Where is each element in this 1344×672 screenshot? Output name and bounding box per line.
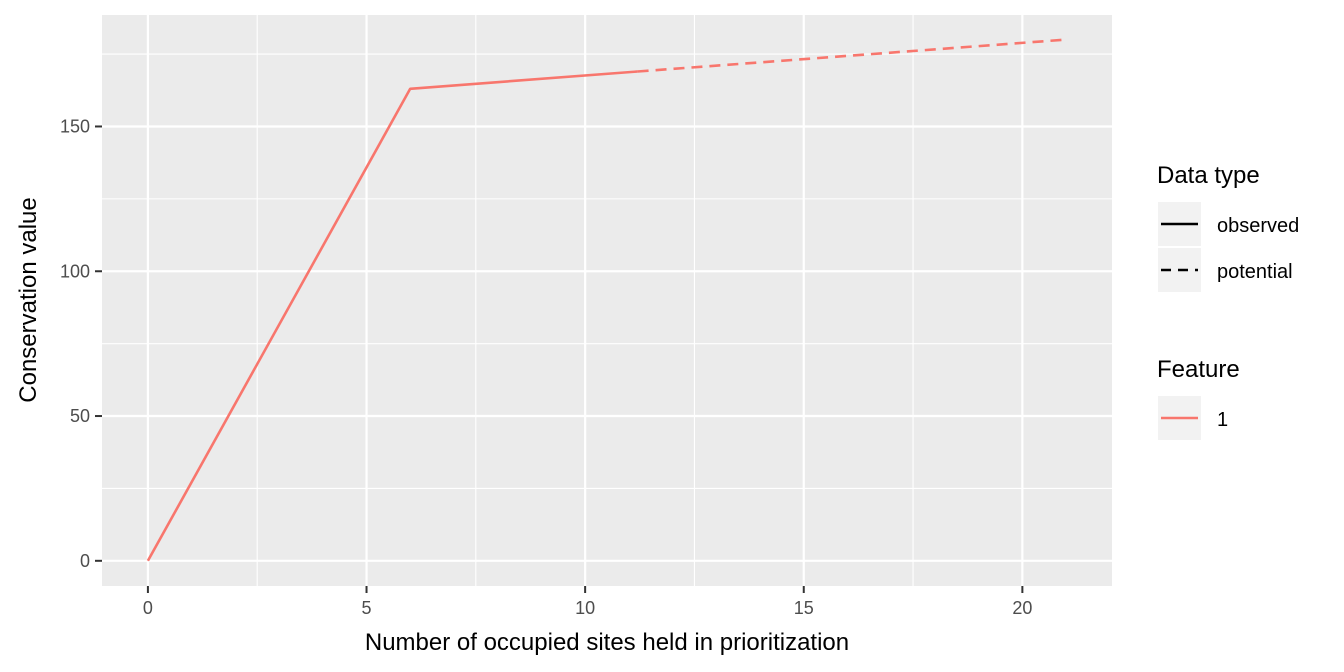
- x-tick-label: 10: [575, 598, 595, 618]
- legend-title: Data type: [1157, 162, 1260, 189]
- x-tick-label: 20: [1012, 598, 1032, 618]
- minor-gridlines: [102, 15, 1112, 586]
- y-tick-label: 100: [60, 261, 90, 281]
- series-layer: [146, 38, 1067, 562]
- x-tick-label: 15: [794, 598, 814, 618]
- series-line-observed: [146, 70, 638, 562]
- x-tick-label: 0: [143, 598, 153, 618]
- y-tick-label: 150: [60, 116, 90, 136]
- axis-tick-labels: 0 5 10 15 20 0 50 100 150: [60, 116, 1032, 618]
- legend-label: observed: [1217, 215, 1299, 237]
- legend-title: Feature: [1157, 356, 1240, 383]
- major-gridlines: [102, 15, 1112, 586]
- axis-ticks: [95, 125, 1024, 593]
- legend-label: potential: [1217, 261, 1293, 283]
- legend-label: 1: [1217, 409, 1228, 431]
- plot-panel: [102, 15, 1112, 586]
- x-axis-title: Number of occupied sites held in priorit…: [365, 629, 849, 656]
- y-tick-label: 50: [70, 406, 90, 426]
- y-tick-label: 0: [80, 551, 90, 571]
- y-axis-title: Conservation value: [15, 197, 42, 402]
- legend: Data type observed potential Feature 1: [1157, 162, 1299, 440]
- x-tick-label: 5: [362, 598, 372, 618]
